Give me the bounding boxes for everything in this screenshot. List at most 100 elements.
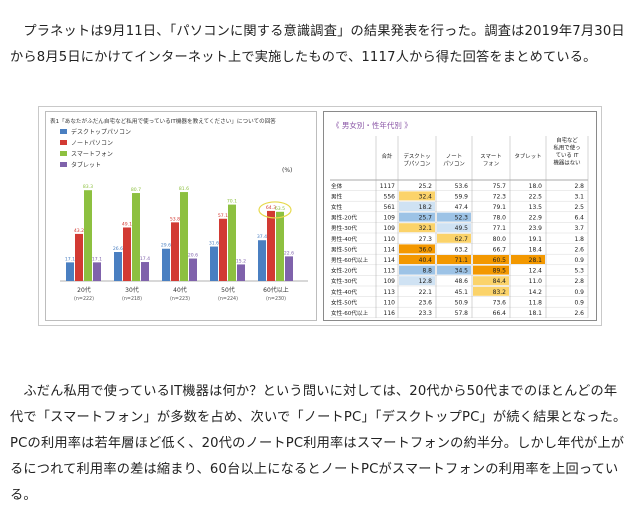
table-cell: 0.9 — [574, 289, 584, 296]
bar — [66, 262, 74, 281]
bar-value-label: 22.6 — [284, 250, 294, 256]
table-cell: 6.4 — [574, 215, 584, 222]
survey-figure: 表1「あなたがふだん自宅など私用で使っているIT機器を教えてください」についての… — [38, 106, 602, 329]
bar-value-label: 53.8 — [170, 216, 180, 222]
bar-value-label: 26.6 — [113, 246, 123, 252]
table-cell: 57.8 — [455, 310, 469, 317]
category-label: 40代 — [173, 286, 187, 294]
legend-swatch — [60, 151, 67, 156]
table-cell: 5.3 — [574, 268, 584, 275]
row-n: 556 — [384, 193, 396, 200]
heat-cell — [437, 255, 471, 264]
table-cell: 2.8 — [574, 278, 584, 285]
table-cell: 40.4 — [419, 257, 433, 264]
bar-value-label: 80.7 — [131, 187, 141, 193]
table-cell: 52.3 — [455, 215, 469, 222]
heat-cell — [399, 212, 435, 222]
bar — [93, 262, 101, 281]
column-header: プパソコン — [404, 161, 431, 168]
bar — [189, 258, 197, 281]
row-n: 114 — [384, 246, 396, 253]
table-cell: 28.1 — [529, 257, 543, 264]
table-cell: 13.5 — [529, 204, 543, 211]
table-cell: 71.1 — [455, 257, 469, 264]
table-cell: 25.7 — [419, 215, 433, 222]
row-n: 113 — [384, 268, 396, 275]
column-header: フォン — [483, 161, 499, 168]
heat-cell — [511, 255, 545, 264]
bar — [258, 240, 266, 281]
table-cell: 72.3 — [493, 193, 507, 200]
table-cell: 89.5 — [493, 268, 507, 275]
bar — [237, 264, 245, 281]
table-cell: 11.0 — [529, 278, 543, 285]
row-label: 男性-20代 — [331, 214, 357, 222]
row-n: 110 — [384, 299, 396, 306]
legend-label: タブレット — [71, 161, 101, 169]
heat-cell — [473, 276, 509, 286]
table-cell: 27.3 — [419, 236, 433, 243]
row-label: 全体 — [331, 182, 343, 190]
table-cell: 73.6 — [493, 299, 507, 306]
table-cell: 79.1 — [493, 204, 507, 211]
legend-label: スマートフォン — [71, 151, 113, 158]
table-cell: 66.7 — [493, 246, 507, 253]
bar-value-label: 17.1 — [65, 256, 75, 262]
table-cell: 22.1 — [419, 289, 433, 296]
heat-cell — [399, 265, 435, 275]
heat-cell — [399, 191, 435, 201]
row-label: 女性-40代 — [331, 288, 357, 296]
category-sub-label: (n=222) — [74, 296, 94, 302]
table-cell: 80.0 — [493, 236, 507, 243]
table-cell: 2.6 — [574, 246, 584, 253]
legend-label: ノートパソコン — [71, 140, 113, 147]
table-cell: 2.5 — [574, 204, 584, 211]
table-cell: 0.9 — [574, 299, 584, 306]
heat-cell — [399, 223, 435, 233]
bar-value-label: 49.1 — [122, 221, 132, 227]
heat-cell — [437, 223, 471, 233]
row-n: 113 — [384, 289, 396, 296]
bar — [219, 218, 227, 281]
row-label: 男性-50代 — [331, 245, 357, 253]
heat-cell — [437, 265, 471, 275]
row-n: 110 — [384, 236, 396, 243]
column-header: 機器はない — [554, 159, 581, 167]
bar-value-label: 70.1 — [227, 199, 237, 205]
table-cell: 62.7 — [455, 236, 469, 243]
bar — [123, 227, 131, 281]
table-cell: 50.9 — [455, 299, 469, 306]
column-header: タブレット — [515, 152, 542, 160]
category-sub-label: (n=218) — [122, 296, 142, 302]
row-label: 女性-20代 — [331, 267, 357, 275]
table-title: 《 男女別・性年代別 》 — [332, 120, 412, 130]
legend-swatch — [60, 162, 67, 167]
table-cell: 32.4 — [419, 193, 433, 200]
table-cell: 12.8 — [419, 278, 433, 285]
bar — [276, 211, 284, 281]
bar-value-label: 64.3 — [266, 205, 276, 211]
row-label: 女性-50代 — [331, 298, 357, 306]
table-cell: 12.4 — [529, 268, 543, 275]
table-cell: 18.2 — [419, 204, 433, 211]
table-cell: 22.5 — [529, 193, 543, 200]
table-cell: 14.2 — [529, 289, 543, 296]
table-cell: 11.8 — [529, 299, 543, 306]
column-header: パソコン — [443, 161, 465, 168]
table-cell: 36.0 — [419, 246, 433, 253]
table-cell: 22.9 — [529, 215, 543, 222]
column-header: ノート — [446, 154, 462, 160]
chart-title: 表1「あなたがふだん自宅など私用で使っているIT機器を教えてください」についての… — [50, 117, 276, 125]
row-n: 109 — [384, 278, 396, 285]
row-n: 114 — [384, 257, 396, 264]
heat-cell — [437, 233, 471, 243]
table-cell: 83.2 — [493, 289, 507, 296]
bar — [180, 192, 188, 281]
row-label: 男性-40代 — [331, 235, 357, 243]
unit-label: (%) — [282, 167, 292, 174]
bar-value-label: 17.1 — [92, 256, 102, 262]
column-header: スマート — [480, 153, 501, 160]
table-panel: 《 男女別・性年代別 》合計 デスクトッ プパソコン ノート パソコン スマート フォン タブ… — [323, 111, 597, 329]
heat-cell — [399, 276, 435, 286]
bar-value-label: 17.4 — [140, 256, 150, 262]
